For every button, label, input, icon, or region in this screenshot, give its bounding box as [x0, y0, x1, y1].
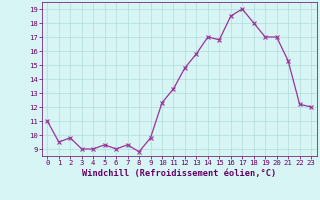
X-axis label: Windchill (Refroidissement éolien,°C): Windchill (Refroidissement éolien,°C) — [82, 169, 276, 178]
